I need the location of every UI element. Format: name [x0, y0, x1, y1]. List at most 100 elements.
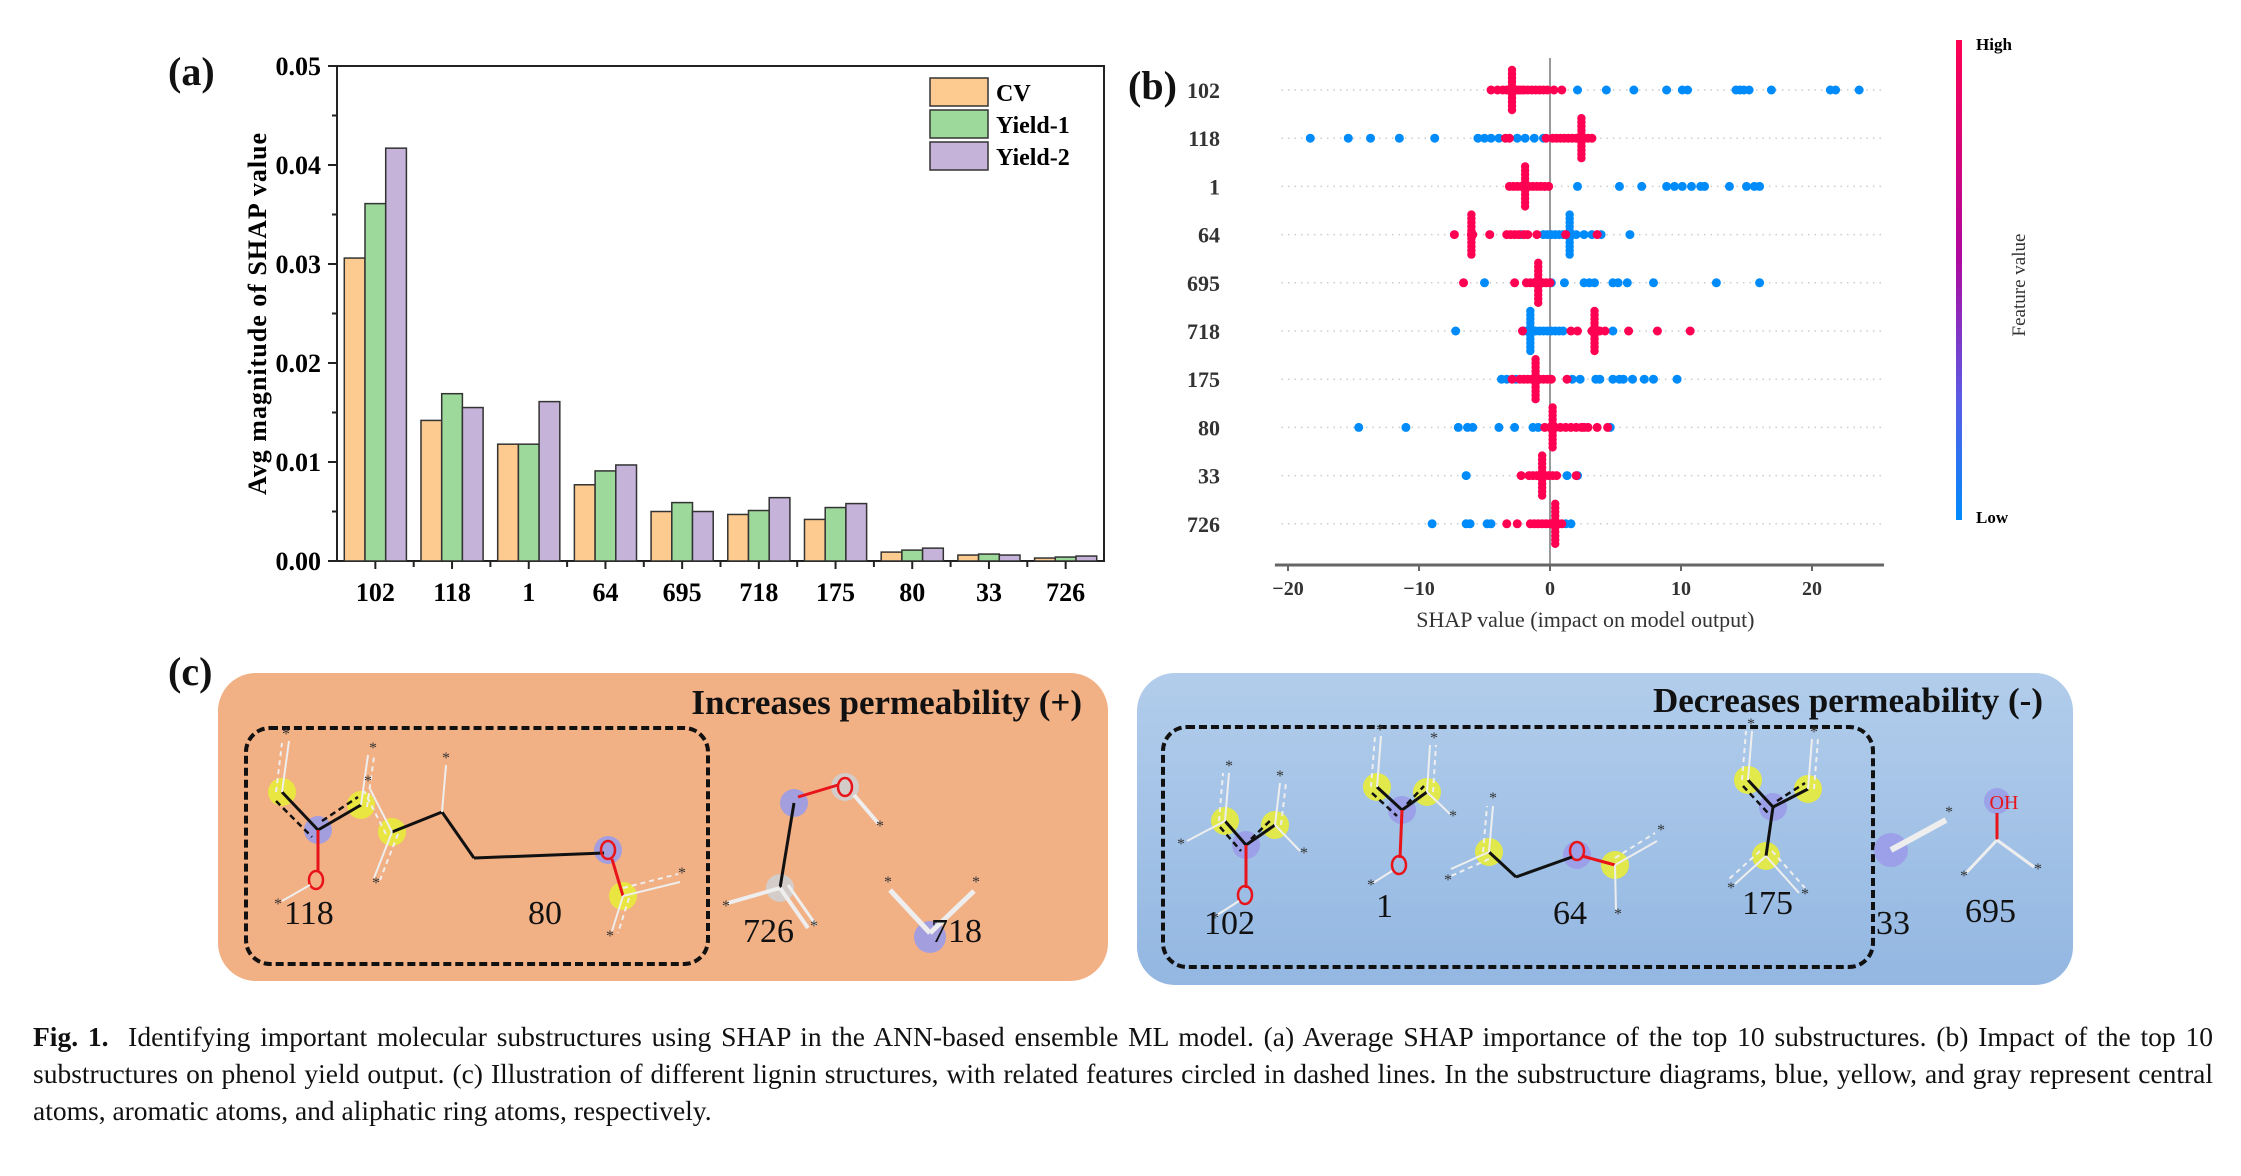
bond-line: [727, 886, 781, 905]
y-tick-label: 0.03: [276, 250, 322, 279]
dot-high-64: [1523, 230, 1533, 240]
dot-high-695: [1459, 278, 1469, 288]
attachment-star-icon: *: [1225, 758, 1233, 775]
substructure-label: 726: [743, 913, 794, 950]
dot-low-118: [1486, 133, 1496, 143]
legend: CV Yield-1 Yield-2: [929, 77, 1070, 171]
x-tick-label: 10: [1671, 578, 1691, 600]
bond-line: [1426, 791, 1451, 815]
dot-high-175: [1562, 374, 1572, 384]
feature-label: 33: [1198, 464, 1220, 489]
dot-low-118: [1366, 133, 1376, 143]
bond-line: [441, 764, 447, 813]
feature-label: 718: [1187, 319, 1220, 344]
dot-high-695: [1510, 278, 1520, 288]
dot-low-1: [1742, 181, 1751, 191]
dot-high-102: [1549, 85, 1559, 95]
attachment-star-icon: *: [972, 874, 980, 891]
attachment-star-icon: *: [1367, 877, 1375, 894]
x-tick-label: 175: [816, 578, 855, 607]
bar-cv-695: [650, 510, 673, 562]
dot-low-102: [1629, 85, 1639, 95]
substructure-label: 1: [1376, 888, 1393, 925]
feature-label: 175: [1187, 367, 1220, 392]
dot-low-718: [1608, 326, 1618, 336]
bond-line: [928, 889, 976, 935]
dot-cluster-high-102: [1507, 105, 1517, 115]
bar-yield-2-718: [768, 496, 791, 562]
dot-high-33: [1552, 471, 1562, 481]
dot-high-718: [1624, 326, 1634, 336]
bar-cv-718: [727, 513, 750, 562]
dot-low-1: [1614, 181, 1624, 191]
bond-line: [1488, 805, 1494, 853]
dot-low-1: [1669, 181, 1679, 191]
dot-high-726: [1557, 519, 1567, 529]
y-axis-label: Avg magnitude of SHAP value: [243, 132, 272, 495]
dot-low-102: [1854, 85, 1864, 95]
dot-low-64: [1571, 230, 1581, 240]
substructure-label: 118: [284, 895, 334, 932]
dot-low-80: [1354, 422, 1364, 432]
bar-yield-2-64: [615, 464, 638, 562]
bond-line: [1765, 855, 1800, 894]
dot-low-118: [1512, 133, 1522, 143]
feature-label: 102: [1187, 78, 1220, 103]
substructure-label: 175: [1742, 885, 1793, 922]
x-axis-ticks: 102 118 1 64 695 718 175 80 33 726: [356, 561, 1085, 607]
dot-cluster-high-1: [1520, 202, 1530, 211]
dot-low-102: [1831, 85, 1841, 95]
bond-line: [391, 810, 443, 834]
dot-cluster-low-64: [1565, 250, 1574, 259]
bond-line: [321, 795, 359, 823]
legend-label: CV: [996, 81, 1031, 107]
bar-yield-1-80: [901, 549, 924, 562]
shap-dots: [1305, 65, 1864, 548]
bond-line: [1432, 744, 1437, 793]
y-tick-label: 0.04: [276, 151, 322, 180]
attachment-star-icon: *: [1747, 716, 1755, 733]
dot-low-118: [1430, 133, 1440, 143]
bar-cv-102: [343, 257, 366, 562]
dot-low-175: [1618, 374, 1628, 384]
x-tick-label: 0: [1545, 578, 1555, 600]
bond-line: [1741, 730, 1747, 781]
feature-label: 1: [1209, 174, 1220, 199]
bond-line: [360, 754, 369, 806]
dot-low-1: [1686, 181, 1696, 191]
oxygen-atom-icon: [1390, 854, 1408, 876]
dot-cluster-high-695: [1534, 298, 1543, 307]
dot-low-80: [1453, 422, 1463, 432]
bar-yield-1-695: [671, 501, 694, 562]
bar-yield-1-33: [977, 553, 1001, 562]
attachment-star-icon: *: [1444, 872, 1452, 889]
bar-cv-33: [957, 554, 980, 562]
dot-cluster-high-64: [1467, 250, 1476, 259]
dot-cluster-high-80: [1548, 443, 1557, 452]
x-tick-label: −20: [1272, 578, 1303, 600]
dot-high-33: [1571, 471, 1581, 481]
x-tick-label: 1: [522, 578, 535, 607]
bar-chart-bars: [343, 147, 1098, 562]
dot-low-718: [1451, 326, 1461, 336]
y-tick-label: 0.01: [276, 448, 322, 477]
bond-line: [1426, 744, 1431, 793]
bond-line: [373, 831, 393, 879]
colorbar: High Low Feature value: [1956, 35, 2030, 527]
bond-line: [1764, 806, 1775, 857]
dot-low-695: [1648, 278, 1658, 288]
x-tick-label: −10: [1403, 578, 1434, 600]
bond-line: [1614, 864, 1617, 912]
oxygen-atom-icon: [307, 869, 325, 891]
x-tick-label: 718: [739, 578, 778, 607]
dot-low-102: [1744, 85, 1754, 95]
dot-high-695: [1545, 278, 1555, 288]
dot-low-80: [1494, 422, 1504, 432]
legend-swatch-cv: [929, 77, 989, 107]
y-tick-label: 0.05: [276, 52, 322, 81]
bond-line: [1406, 785, 1425, 805]
feature-label: 695: [1187, 271, 1220, 296]
dot-low-1: [1755, 181, 1765, 191]
oxygen-atom-icon: [836, 776, 854, 798]
caption-text: Identifying important molecular substruc…: [33, 1021, 2213, 1126]
